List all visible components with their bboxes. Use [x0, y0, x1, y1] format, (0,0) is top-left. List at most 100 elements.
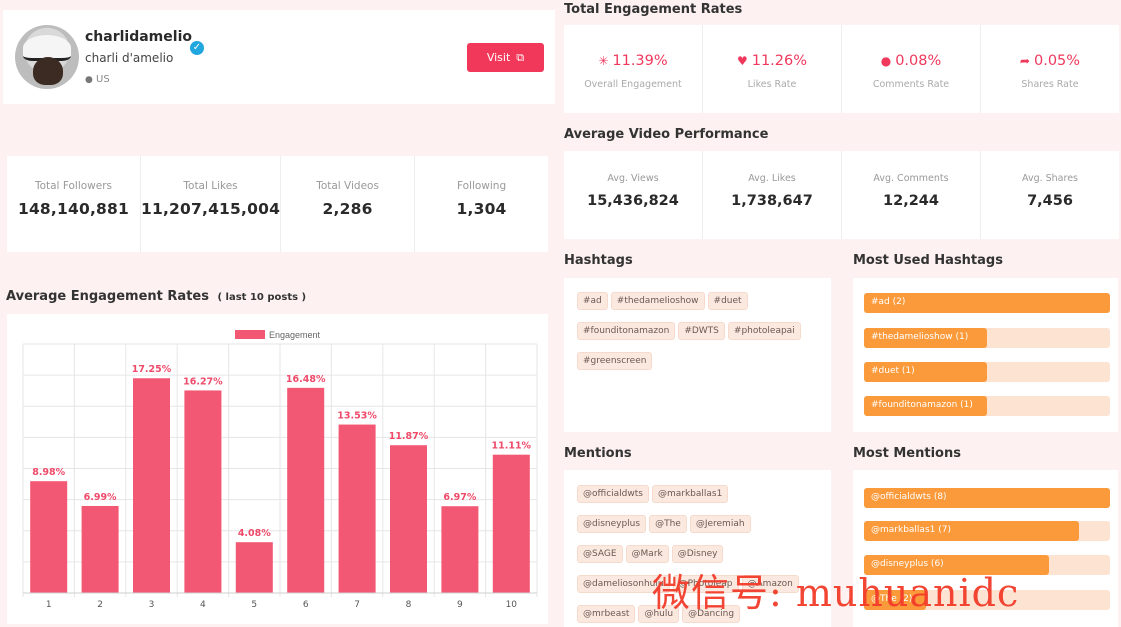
hashtag-bar-fill — [864, 362, 987, 382]
chart-bar — [30, 481, 68, 593]
avg-label: Avg. Likes — [748, 173, 796, 184]
rate-value: 0.05% — [1033, 53, 1081, 69]
stat-label: Total Followers — [34, 180, 112, 192]
hashtag-bar-row: #founditonamazon (1) — [864, 396, 1110, 416]
avg-value: 1,738,647 — [731, 193, 813, 209]
mention-chip[interactable]: @Dancing — [682, 605, 741, 623]
data-label: 16.27% — [183, 376, 223, 387]
data-label: 11.87% — [389, 431, 429, 442]
mention-bar-label: @disneyplus (6) — [871, 559, 944, 569]
avg-label: Avg. Shares — [1022, 173, 1078, 184]
avg-comments: Avg. Comments 12,244 — [842, 151, 981, 239]
mention-chip[interactable]: @Amazon — [741, 575, 799, 593]
stat-total-followers: Total Followers 148,140,881 — [7, 156, 141, 252]
chart-bar — [492, 454, 530, 593]
display-name: charli d'amelio — [85, 51, 174, 65]
hashtag-chip[interactable]: #duet — [707, 292, 748, 310]
data-label: 17.25% — [132, 364, 172, 375]
data-label: 6.97% — [443, 492, 476, 503]
hashtag-bar-fill — [864, 328, 987, 348]
mention-chip[interactable]: @officialdwts — [577, 485, 649, 503]
rate-value-wrap: ✳ 11.39% — [564, 53, 702, 69]
rates-card: ✳ 11.39% Overall Engagement ♥ 11.26% Likes… — [564, 25, 1119, 113]
stat-label: Total Videos — [316, 180, 379, 192]
most-used-hashtags-card: #ad (2) #thedamelioshow (1) #duet (1) #f… — [853, 278, 1118, 432]
x-tick-label: 6 — [303, 600, 309, 610]
mention-bar-label: @officialdwts (8) — [871, 492, 947, 502]
mention-chip[interactable]: @Mark — [625, 545, 669, 563]
mention-chip[interactable]: @disneyplus — [577, 515, 647, 533]
chart-title: Average Engagement Rates ( last 10 posts… — [6, 289, 306, 304]
chart-bar — [184, 390, 222, 593]
avg-value: 15,436,824 — [587, 193, 679, 209]
hashtag-chip[interactable]: #greenscreen — [577, 352, 653, 370]
x-tick-label: 2 — [97, 600, 103, 610]
mention-chip[interactable]: @Photoleap — [672, 575, 739, 593]
share-icon: ➦ — [1019, 54, 1030, 68]
comment-icon: ● — [880, 54, 892, 68]
chart-title-text: Average Engagement Rates — [6, 289, 209, 304]
mention-chip[interactable]: @Jeremiah — [689, 515, 751, 533]
hashtags-card: #ad #thedameIioshow #duet #founditonamazon… — [564, 278, 831, 432]
mentions-card: @officialdwts @markballas1 @disneyplus @Th… — [564, 470, 831, 627]
rate-label: Overall Engagement — [584, 79, 682, 90]
rate-likes: ♥ 11.26% Likes Rate — [703, 25, 842, 113]
hashtag-bar-label: #thedamelioshow (1) — [871, 332, 969, 342]
chart-bar — [287, 387, 325, 593]
rate-value-wrap: ♥ 11.26% — [703, 53, 841, 69]
mention-chip[interactable]: @mrbeast — [577, 605, 636, 623]
stat-total-likes: Total Likes 11,207,415,004 — [141, 156, 282, 252]
data-label: 4.08% — [238, 528, 271, 539]
mention-chip[interactable]: @hulu — [638, 605, 680, 623]
sparkle-icon: ✳ — [598, 54, 609, 68]
avg-views: Avg. Views 15,436,824 — [564, 151, 703, 239]
watermark-text: 微信号: muhuanidc — [652, 571, 1020, 615]
avg-likes: Avg. Likes 1,738,647 — [703, 151, 842, 239]
hashtag-bar-row: #duet (1) — [864, 362, 1110, 382]
stats-card: Total Followers 148,140,881 Total Likes … — [7, 156, 548, 252]
x-tick-label: 4 — [200, 600, 206, 610]
visit-button[interactable]: Visit ⧉ — [467, 43, 544, 72]
location: US — [96, 74, 110, 85]
heart-icon: ♥ — [736, 54, 748, 68]
chart-bar — [338, 424, 376, 593]
most-used-hashtags-title: Most Used Hashtags — [853, 253, 1003, 268]
most-mentions-title: Most Mentions — [853, 446, 961, 461]
hashtag-chip[interactable]: #founditonamazon — [577, 322, 676, 340]
hashtag-bar-fill — [864, 396, 987, 416]
hashtag-bar-row: #thedamelioshow (1) — [864, 328, 1110, 348]
mention-chip[interactable]: @The — [649, 515, 687, 533]
rate-value: 11.39% — [612, 53, 668, 69]
hashtag-chip[interactable]: #ad — [577, 292, 608, 310]
mention-chip[interactable]: @markballas1 — [651, 485, 729, 503]
hashtag-chip[interactable]: #thedameIioshow — [610, 292, 705, 310]
mention-chip[interactable]: @SAGE — [577, 545, 623, 563]
stat-total-videos: Total Videos 2,286 — [281, 156, 416, 252]
x-tick-label: 9 — [457, 600, 463, 610]
mention-bar-label: @markballas1 (7) — [871, 525, 951, 535]
data-label: 11.11% — [492, 441, 532, 452]
stat-label: Following — [456, 180, 507, 192]
hashtag-bar-row: #ad (2) — [864, 293, 1110, 313]
chart-bar — [389, 445, 428, 593]
engagement-chart-card: Engagement 8.98% 1 6.99% 2 17.25% 3 16.27% 4 4.08… — [7, 314, 548, 624]
rate-shares: ➦ 0.05% Shares Rate — [981, 25, 1119, 113]
hashtag-chip[interactable]: #photoleapai — [727, 322, 801, 340]
hashtag-bar-label: #ad (2) — [871, 297, 906, 307]
avatar[interactable] — [15, 25, 79, 89]
average-card: Avg. Views 15,436,824 Avg. Likes 1,738,6… — [564, 151, 1119, 239]
mention-chip[interactable]: @dameliosonhulu — [577, 575, 670, 593]
rate-value: 11.26% — [751, 53, 808, 69]
external-link-icon: ⧉ — [516, 50, 525, 64]
rate-overall: ✳ 11.39% Overall Engagement — [564, 25, 703, 113]
mention-bar-row: @The (2) — [864, 590, 1110, 610]
rate-label: Likes Rate — [747, 79, 797, 90]
avg-label: Avg. Comments — [873, 173, 949, 184]
mention-bar-fill — [864, 488, 1110, 508]
avg-shares: Avg. Shares 7,456 — [981, 151, 1119, 239]
hashtag-chip[interactable]: #DWTS — [678, 322, 725, 340]
chart-bar — [235, 542, 273, 593]
data-label: 16.48% — [286, 374, 326, 385]
rate-label: Shares Rate — [1021, 79, 1079, 90]
mention-chip[interactable]: @Disney — [671, 545, 724, 563]
